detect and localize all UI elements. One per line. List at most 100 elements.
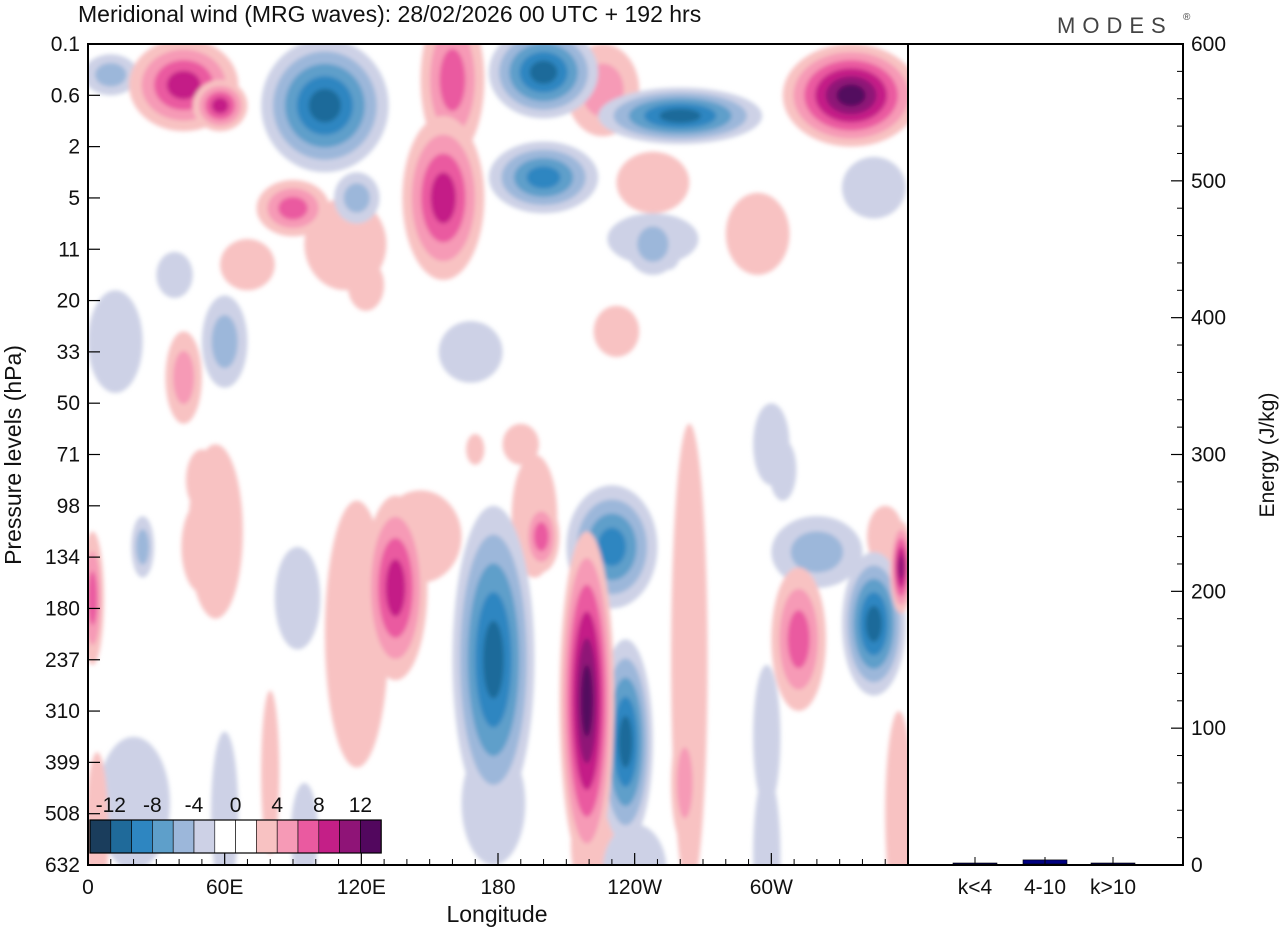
energy-y-axis: 0 100 200 300 400 500 600 <box>1171 33 1226 877</box>
colorbar-swatch <box>297 819 320 854</box>
contour-level-neg2 <box>438 321 503 383</box>
y-tick-label: 33 <box>57 341 80 364</box>
wind-anomaly-cell <box>88 290 143 393</box>
contour-level-neg8 <box>526 166 561 189</box>
y-tick-label: 11 <box>58 238 80 261</box>
y-tick-label: 180 <box>45 597 80 620</box>
x-tick-label: 60W <box>750 876 793 899</box>
contour-level-neg4 <box>637 226 669 262</box>
contour-level-neg4 <box>211 315 238 369</box>
contour-level-pos2 <box>347 259 385 311</box>
wind-anomaly-cell <box>725 192 790 275</box>
contour-level-pos4 <box>676 747 693 819</box>
contour-level-pos2 <box>466 433 485 465</box>
wind-anomaly-cell <box>347 259 385 311</box>
colorbar-tick-label: -4 <box>185 794 204 817</box>
colorbar-tick-label: -12 <box>96 794 126 817</box>
wind-anomaly-cell <box>488 141 599 214</box>
energy-category-label: 4-10 <box>1024 876 1066 899</box>
contour-level-pos6 <box>787 610 810 669</box>
wind-anomaly-cell <box>88 531 104 665</box>
contour-level-pos4 <box>173 351 195 405</box>
contour-level-neg4 <box>790 531 844 573</box>
wind-anomaly-cell <box>165 331 202 424</box>
wind-anomaly-cell <box>841 156 906 219</box>
contour-level-neg4 <box>136 529 150 565</box>
contour-level-neg2 <box>841 156 906 219</box>
contour-level-neg2 <box>753 664 781 809</box>
wind-anomaly-cell <box>889 521 908 614</box>
x-axis: 0 60E 120E 180 120W 60W <box>82 853 886 899</box>
colorbar-tick-label: 8 <box>313 794 325 817</box>
contour-level-pos12 <box>836 84 866 107</box>
contour-level-pos6 <box>88 571 98 626</box>
x-tick-label: 180 <box>480 876 515 899</box>
contour-level-neg8 <box>597 527 627 566</box>
contour-level-neg2 <box>769 439 797 501</box>
y-tick-label: 71 <box>57 444 80 467</box>
energy-category-label: k<4 <box>958 876 993 899</box>
wind-anomaly-cell <box>220 238 275 291</box>
wind-anomaly-cell <box>88 54 139 96</box>
energy-y-axis-label: Energy (J/kg) <box>1256 393 1279 518</box>
colorbar-swatch <box>256 819 278 854</box>
contour-level-neg10 <box>659 108 701 123</box>
y-tick-label: 98 <box>57 495 80 518</box>
y-axis-label: Pressure levels (hPa) <box>0 345 26 565</box>
energy-tick-label: 500 <box>1191 170 1226 193</box>
colorbar-swatch <box>131 819 153 854</box>
y-axis: 0.1 0.6 2 5 11 20 33 50 71 98 134 180 237 310 399 508 63… <box>45 33 100 877</box>
colorbar-swatch <box>152 819 174 854</box>
y-tick-label: 508 <box>45 803 80 826</box>
y-tick-label: 310 <box>45 700 80 723</box>
colorbar-swatch <box>276 819 299 854</box>
contour-level-neg10 <box>865 605 882 642</box>
contour-level-pos12 <box>581 664 593 737</box>
y-tick-label: 399 <box>45 751 80 774</box>
wind-anomaly-cell <box>769 439 797 501</box>
wind-anomaly-cell <box>671 721 699 845</box>
wind-anomaly-cell <box>841 551 906 696</box>
y-tick-label: 0.1 <box>51 33 80 56</box>
wind-anomaly-cell <box>201 295 248 388</box>
wind-anomaly-cell <box>502 423 539 465</box>
contour-level-pos8 <box>211 97 229 114</box>
contour-level-neg2 <box>156 251 193 298</box>
energy-category-label: k>10 <box>1090 876 1136 899</box>
wind-anomaly-cell <box>466 433 485 465</box>
wind-anomaly-cell <box>334 172 380 224</box>
contour-level-pos6 <box>278 196 308 220</box>
contour-level-neg10 <box>618 715 633 768</box>
energy-tick-label: 600 <box>1191 33 1226 56</box>
colorbar-legend: -12 -8 -4 0 4 8 12 <box>89 794 382 854</box>
contour-level-pos6 <box>439 48 466 111</box>
contour-plot <box>88 44 908 865</box>
contour-level-pos2 <box>188 444 243 619</box>
contour-level-pos2 <box>616 151 690 214</box>
wind-anomaly-cell <box>452 505 535 814</box>
colorbar-swatch <box>235 819 257 854</box>
colorbar-swatch <box>172 819 195 854</box>
contour-level-pos2 <box>593 305 640 358</box>
contour-level-neg10 <box>529 60 558 84</box>
contour-level-pos2 <box>261 690 280 855</box>
contour-field <box>88 44 908 865</box>
colorbar-swatch <box>110 819 132 854</box>
colorbar-tick-label: 0 <box>230 794 242 817</box>
y-tick-label: 50 <box>57 392 80 415</box>
wind-anomaly-cell <box>261 44 389 173</box>
chart-title: Meridional wind (MRG waves): 28/02/2026 … <box>78 1 701 27</box>
energy-tick-label: 400 <box>1191 307 1226 330</box>
wind-anomaly-cell <box>363 495 428 681</box>
contour-level-pos2 <box>220 238 275 291</box>
contour-level-pos8 <box>166 70 201 100</box>
wind-anomaly-cell <box>593 305 640 358</box>
wind-anomaly-cell <box>616 151 690 214</box>
x-tick-label: 60E <box>206 876 243 899</box>
energy-tick-label: 200 <box>1191 580 1226 603</box>
contour-level-neg2 <box>753 772 781 865</box>
colorbar-swatch <box>318 819 340 854</box>
contour-level-pos6 <box>533 522 549 552</box>
contour-level-neg10 <box>483 620 504 699</box>
